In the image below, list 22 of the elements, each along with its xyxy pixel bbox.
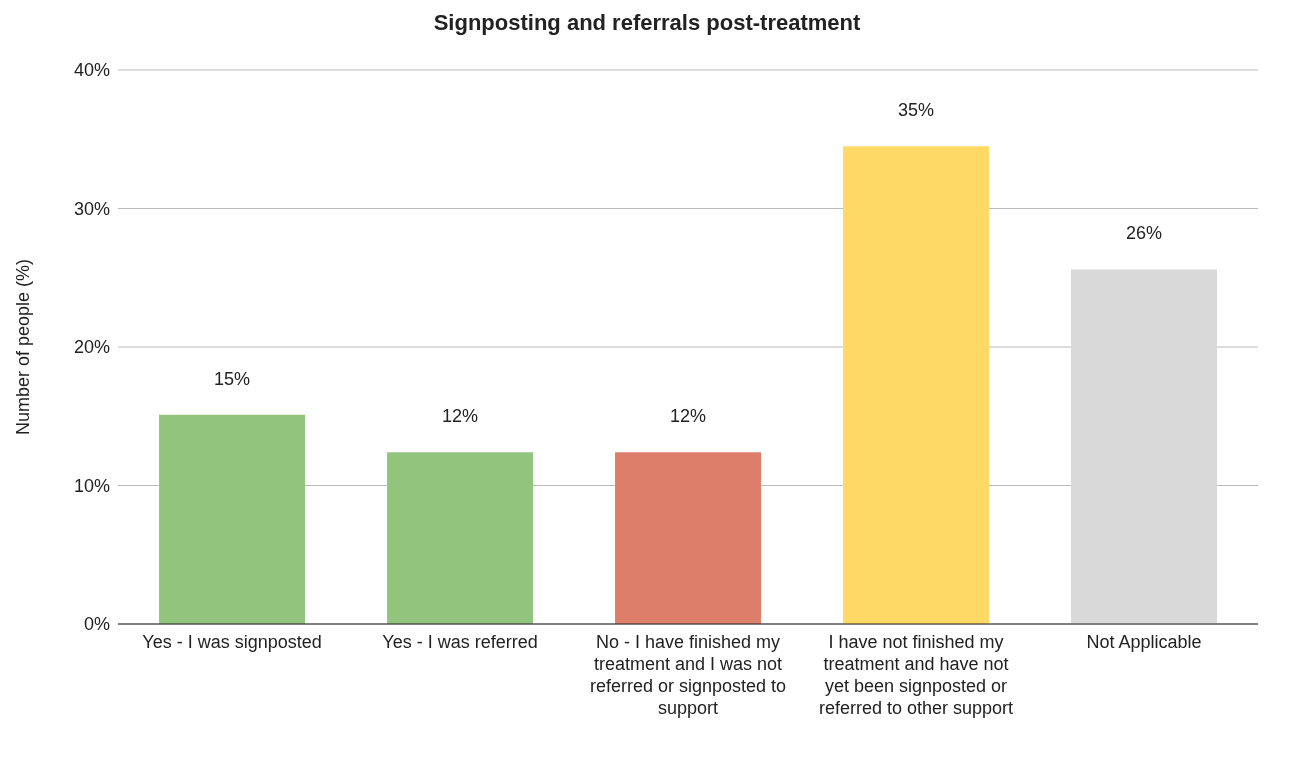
- y-tick-label: 40%: [73, 60, 110, 81]
- y-axis-title: Number of people (%): [13, 258, 34, 436]
- chart-title: Signposting and referrals post-treatment: [432, 10, 862, 37]
- data-label: 12%: [670, 406, 707, 427]
- bar: [387, 452, 534, 624]
- data-label: 12%: [442, 406, 479, 427]
- y-tick-label: 30%: [73, 198, 110, 219]
- y-tick-label: 0%: [83, 614, 110, 635]
- data-label: 15%: [214, 368, 251, 389]
- x-tick-label: Yes - I was signposted: [142, 632, 322, 652]
- bar: [159, 414, 306, 624]
- bar: [843, 146, 990, 624]
- data-label: 35%: [898, 100, 935, 121]
- bar: [1071, 269, 1218, 624]
- x-tick-label: I have not finished my treatment and have not yet been signposted or referred to other support: [818, 632, 1014, 718]
- x-tick-label: Yes - I was referred: [382, 632, 538, 652]
- bar: [615, 452, 762, 624]
- y-tick-label: 20%: [73, 337, 110, 358]
- y-tick-label: 10%: [73, 475, 110, 496]
- data-label: 26%: [1126, 223, 1163, 244]
- x-tick-label: Not Applicable: [1086, 632, 1202, 652]
- x-tick-label: No - I have finished my treatment and I was not referred or signposted to support: [589, 632, 787, 718]
